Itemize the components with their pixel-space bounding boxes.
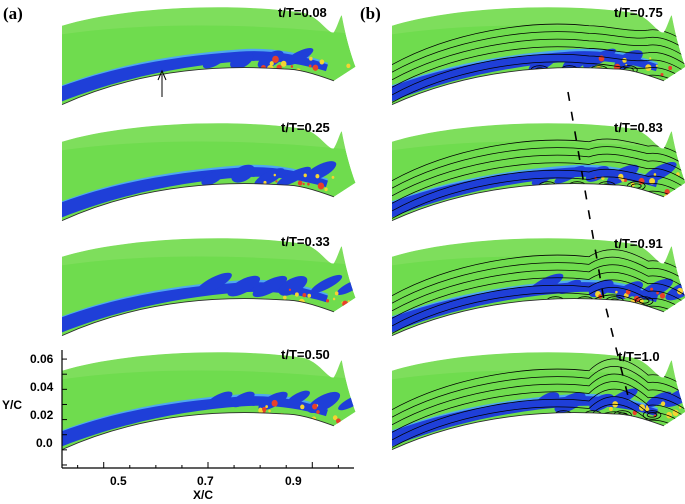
y-axis-label: Y/C: [2, 398, 23, 412]
axis-frame: [61, 350, 354, 469]
blade-snapshot: [391, 7, 685, 105]
time-label-a2: t/T=0.33: [281, 234, 330, 249]
panel-label-b: (b): [360, 4, 381, 23]
x-axis-label: X/C: [193, 488, 214, 502]
blade-snapshot: [391, 123, 685, 221]
panel-label-a: (a): [3, 4, 23, 23]
x-tick-label: 0.5: [110, 474, 127, 488]
time-label-a3: t/T=0.50: [281, 347, 330, 362]
y-tick-label: 0.0: [36, 436, 53, 450]
time-label-b0: t/T=0.75: [614, 5, 663, 20]
separation-arrow: [157, 69, 167, 97]
blade-snapshot: [61, 123, 356, 221]
time-label-b2: t/T=0.91: [614, 236, 663, 251]
y-tick-marks: [62, 358, 67, 466]
y-tick-label: 0.06: [30, 352, 54, 366]
x-tick-marks: [77, 462, 339, 468]
blade-snapshot: [61, 7, 356, 105]
time-label-a1: t/T=0.25: [281, 120, 330, 135]
blade-snapshot: [391, 352, 685, 450]
y-tick-label: 0.02: [30, 408, 54, 422]
blade-snapshot: [391, 238, 685, 336]
x-tick-label: 0.9: [285, 474, 302, 488]
x-tick-label: 0.7: [197, 474, 214, 488]
blade-snapshot: [61, 238, 356, 336]
time-label-a0: t/T=0.08: [278, 5, 327, 20]
time-label-b3: t/T=1.0: [618, 349, 660, 364]
y-tick-label: 0.04: [30, 380, 54, 394]
time-label-b1: t/T=0.83: [614, 120, 663, 135]
blade-snapshot: [61, 352, 356, 450]
